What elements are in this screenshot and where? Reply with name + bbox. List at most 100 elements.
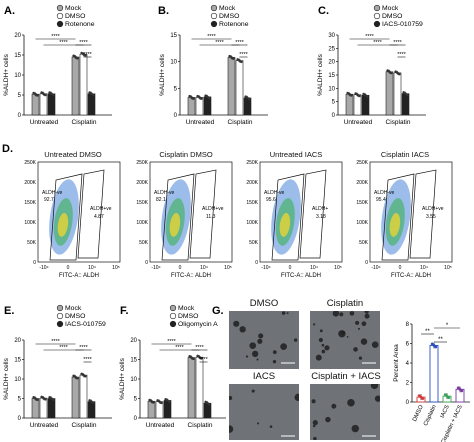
- y-tick-label: 5: [174, 86, 178, 92]
- legend-marker: [169, 304, 177, 312]
- group-label: Untreated: [30, 422, 59, 429]
- legend-entry: Mock: [65, 5, 82, 12]
- y-tick-label: 200K: [24, 180, 36, 186]
- data-point: [200, 97, 203, 100]
- gate-positive-label: ALDH+ve: [422, 206, 444, 212]
- cell-cluster: [353, 347, 358, 352]
- data-point: [200, 357, 203, 360]
- data-point: [36, 94, 39, 97]
- cell-cluster: [229, 395, 233, 401]
- y-tick-label: 50K: [249, 240, 259, 246]
- cell-cluster: [272, 359, 277, 364]
- data-point: [92, 401, 95, 405]
- cell-cluster: [331, 403, 337, 409]
- group-label: Cisplatin: [386, 119, 411, 126]
- cell-cluster: [286, 312, 289, 315]
- legend-entry: DMSO: [65, 13, 85, 20]
- y-tick-label: 15: [14, 358, 21, 364]
- y-tick-label: 2: [406, 381, 410, 387]
- bar: [71, 376, 80, 419]
- panel-label: E.: [4, 305, 14, 317]
- legend-marker: [210, 20, 218, 28]
- bar: [47, 93, 56, 116]
- data-point: [52, 93, 55, 97]
- data-point: [52, 398, 55, 402]
- y-tick-label: 200K: [356, 180, 368, 186]
- y-tick-label: 10: [14, 73, 21, 79]
- y-tick-label: 20: [14, 338, 21, 344]
- bar: [235, 60, 244, 116]
- bar: [187, 357, 196, 419]
- cell-cluster: [351, 424, 360, 433]
- cell-cluster: [313, 323, 316, 326]
- gate-negative-value: 82.1: [156, 197, 166, 203]
- cell-cluster: [257, 338, 263, 344]
- cell-cluster: [364, 313, 370, 319]
- legend-marker: [373, 12, 381, 20]
- data-point: [84, 54, 87, 57]
- micrograph-texture: [229, 389, 299, 437]
- y-tick-label: 0: [174, 113, 178, 119]
- cell-cluster: [256, 358, 259, 361]
- data-point: [44, 398, 47, 401]
- y-tick-label: 0: [332, 113, 336, 119]
- legend-entry: IACS-010759: [65, 321, 106, 328]
- bar: [39, 397, 48, 419]
- significance-label: ****: [83, 52, 92, 58]
- y-axis-label: %ALDH+ cells: [317, 53, 324, 95]
- bar: [195, 356, 204, 419]
- x-tick-label: 0: [289, 265, 292, 271]
- x-tick-label: IACS: [440, 404, 451, 419]
- x-axis-label: FITC-A:: ALDH: [281, 273, 321, 279]
- micrograph-texture: [311, 384, 380, 440]
- cell-cluster: [311, 399, 316, 404]
- gate-negative-label: ALDH-ve: [264, 190, 285, 196]
- y-tick-label: 5: [134, 397, 138, 403]
- significance-label: ****: [215, 40, 224, 46]
- legend-entry: Mock: [219, 5, 236, 12]
- data-point: [160, 401, 163, 405]
- cell-cluster: [321, 349, 326, 354]
- significance-label: **: [425, 329, 430, 335]
- legend-entry: IACS-010759: [382, 21, 423, 28]
- y-tick-label: 20: [328, 60, 335, 66]
- legend-marker: [56, 12, 64, 20]
- significance-label: ****: [51, 339, 60, 345]
- x-tick-label: -10⁴: [261, 265, 270, 271]
- bar: [155, 401, 164, 419]
- y-tick-label: 100K: [136, 220, 148, 226]
- cell-cluster: [319, 329, 323, 333]
- y-tick-label: 150K: [246, 200, 258, 206]
- cell-cluster: [280, 343, 288, 351]
- cell-cluster: [364, 311, 369, 314]
- gate-negative-label: ALDH-ve: [374, 190, 395, 196]
- cell-cluster: [321, 343, 325, 347]
- cell-cluster: [325, 416, 331, 423]
- gate-negative-label: ALDH-ve: [154, 190, 175, 196]
- gate-positive-value: 3.18: [316, 214, 326, 220]
- x-tick-label: -10⁴: [151, 265, 160, 271]
- data-point: [44, 93, 47, 97]
- data-point: [248, 97, 251, 101]
- significance-label: ****: [365, 34, 374, 40]
- bar: [71, 56, 80, 116]
- x-tick-label: 10⁵: [224, 265, 232, 271]
- bar: [345, 93, 354, 116]
- data-point: [240, 60, 243, 64]
- y-tick-label: 30: [328, 33, 335, 39]
- cell-cluster: [341, 330, 345, 335]
- x-tick-label: 10⁵: [112, 265, 120, 271]
- panel-label: G.: [212, 305, 224, 317]
- y-tick-label: 5: [18, 93, 22, 99]
- significance-label: ****: [79, 40, 88, 46]
- gate-negative-label: ALDH-ve: [42, 190, 63, 196]
- cell-cluster: [358, 356, 363, 360]
- cell-cluster: [361, 321, 367, 327]
- data-point: [232, 57, 235, 60]
- flow-title-4: Cisplatin IACS: [380, 150, 430, 159]
